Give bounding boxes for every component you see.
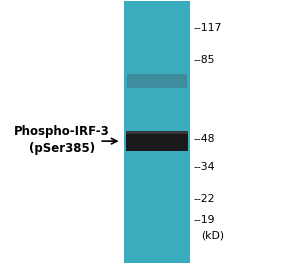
Text: --117: --117 <box>194 22 222 32</box>
Text: --85: --85 <box>194 55 215 65</box>
Bar <box>124 1 190 263</box>
Bar <box>126 131 188 151</box>
Text: --19: --19 <box>194 215 215 224</box>
Text: Phospho-IRF-3: Phospho-IRF-3 <box>14 125 110 139</box>
Text: --34: --34 <box>194 162 215 172</box>
Text: --48: --48 <box>194 134 215 144</box>
Bar <box>127 74 187 88</box>
Bar <box>126 131 188 134</box>
Text: (pSer385): (pSer385) <box>29 143 95 155</box>
Text: --22: --22 <box>194 194 215 204</box>
Text: (kD): (kD) <box>201 230 224 240</box>
